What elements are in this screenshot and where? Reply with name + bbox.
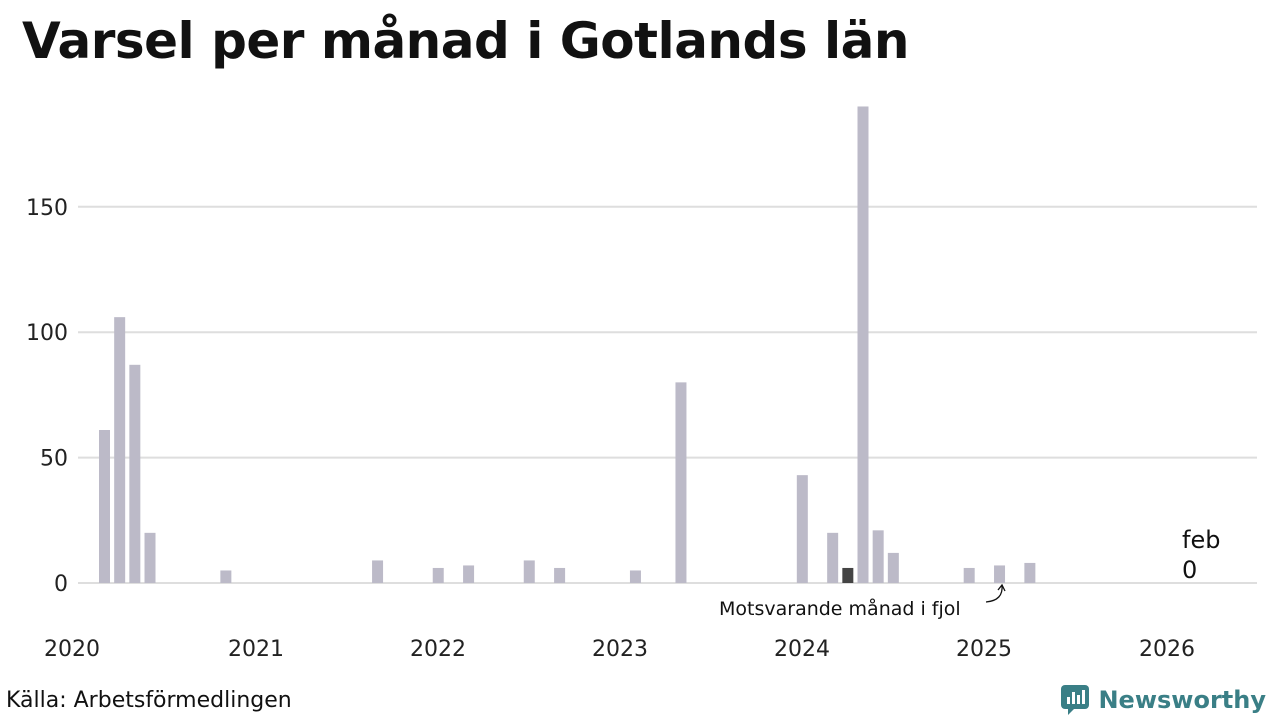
last-value-label: 0 [1182,556,1197,584]
bar-2020-04 [144,532,156,583]
x-tick-label: 2026 [1139,637,1195,662]
last-month-label: feb [1182,526,1220,554]
comparison-annotation: Motsvarande månad i fjol [719,597,961,620]
newsworthy-logo-icon [1061,685,1090,715]
bar-2020-02 [114,317,126,583]
bar-2024-04 [872,530,884,583]
brand[interactable]: Newsworthy [1060,684,1266,716]
bar-2021-07 [372,560,384,583]
annotation-arrowhead [997,583,1006,592]
y-tick-label: 150 [26,196,68,221]
bar-2024-10 [963,567,975,583]
bar-2024-01 [827,532,839,583]
bar-2023-03 [675,382,687,583]
bar-2020-09 [220,570,232,583]
bar-2024-05 [887,552,899,583]
x-tick-label: 2025 [956,637,1012,662]
y-tick-label: 0 [54,572,68,597]
brand-name[interactable]: Newsworthy [1098,686,1266,714]
bar-2025-02 [1024,562,1036,583]
x-tick-label: 2023 [592,637,648,662]
chart-title: Varsel per månad i Gotlands län [22,12,909,70]
y-tick-label: 100 [26,321,68,346]
y-tick-label: 50 [40,447,68,472]
annotation-arrow [985,584,1003,603]
bar-2022-05 [523,560,535,583]
bar-2021-11 [432,567,444,583]
x-tick-label: 2024 [774,637,830,662]
y-axis-ticks: 0 50 100 150 [26,196,68,597]
bar-2022-07 [554,567,566,583]
x-axis-ticks: 2020 2021 2022 2023 2024 2025 2026 [44,637,1195,662]
bar-2024-12 [994,565,1006,583]
bar-2022-01 [463,565,475,583]
bar-2023-11 [796,475,808,583]
x-tick-label: 2021 [228,637,284,662]
bar-2024-03 [857,106,869,583]
bar-2022-12 [629,570,641,583]
bars [99,106,1036,583]
bar-2020-03 [129,364,141,583]
x-tick-label: 2020 [44,637,100,662]
x-tick-label: 2022 [410,637,466,662]
annotations: Motsvarande månad i fjol feb 0 [719,526,1220,620]
bar-2020-01 [99,430,110,583]
bar-2024-02 [842,567,854,583]
gridlines [78,205,1257,584]
source-note: Källa: Arbetsförmedlingen [6,688,292,713]
